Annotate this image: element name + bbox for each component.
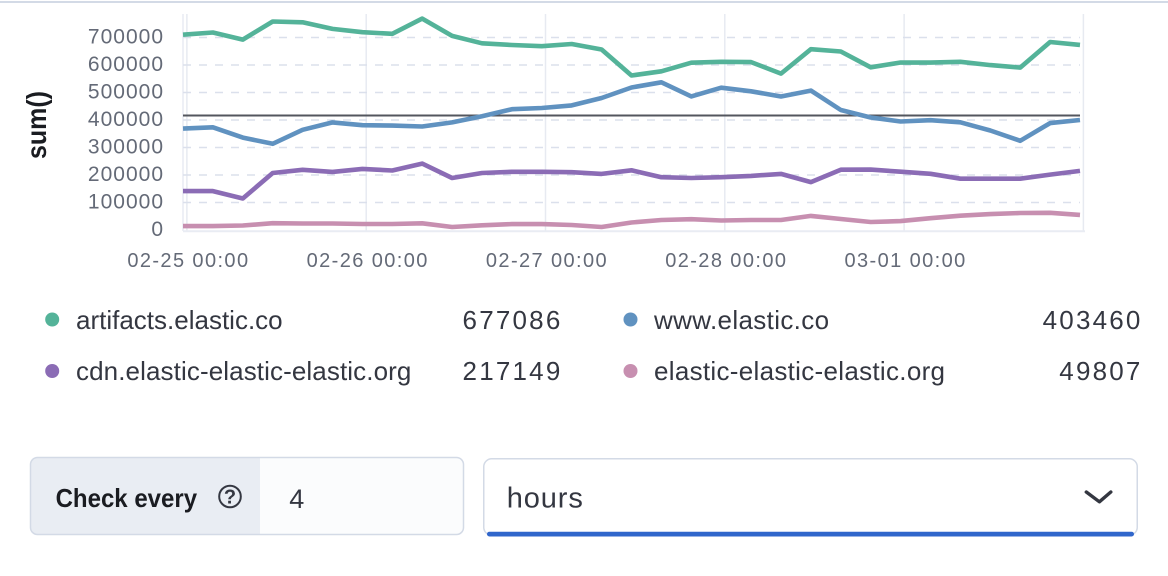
svg-text:400000: 400000 — [88, 108, 164, 131]
svg-text:02-25 00:00: 02-25 00:00 — [127, 250, 249, 272]
svg-text:200000: 200000 — [88, 163, 164, 186]
svg-text:cdn.elastic-elastic-elastic.or: cdn.elastic-elastic-elastic.org — [76, 356, 411, 386]
svg-text:www.elastic.co: www.elastic.co — [653, 305, 829, 335]
svg-text:700000: 700000 — [88, 26, 164, 49]
svg-text:hours: hours — [507, 482, 584, 514]
svg-text:677086: 677086 — [463, 305, 563, 335]
svg-text:02-26 00:00: 02-26 00:00 — [307, 250, 429, 272]
svg-text:403460: 403460 — [1043, 305, 1143, 335]
svg-text:600000: 600000 — [88, 53, 164, 76]
svg-text:100000: 100000 — [88, 191, 164, 214]
svg-text:0: 0 — [151, 218, 164, 241]
svg-text:?: ? — [224, 487, 236, 509]
svg-text:300000: 300000 — [88, 136, 164, 159]
svg-text:Check every: Check every — [56, 483, 198, 513]
svg-text:49807: 49807 — [1059, 356, 1142, 386]
svg-text:02-28 00:00: 02-28 00:00 — [665, 250, 787, 272]
svg-text:sum(): sum() — [21, 91, 52, 159]
svg-text:03-01 00:00: 03-01 00:00 — [845, 250, 967, 272]
svg-text:4: 4 — [289, 484, 304, 514]
svg-text:217149: 217149 — [463, 356, 563, 386]
svg-text:elastic-elastic-elastic.org: elastic-elastic-elastic.org — [654, 356, 945, 386]
svg-text:02-27 00:00: 02-27 00:00 — [486, 250, 608, 272]
svg-text:500000: 500000 — [88, 81, 164, 104]
svg-text:artifacts.elastic.co: artifacts.elastic.co — [76, 305, 283, 335]
